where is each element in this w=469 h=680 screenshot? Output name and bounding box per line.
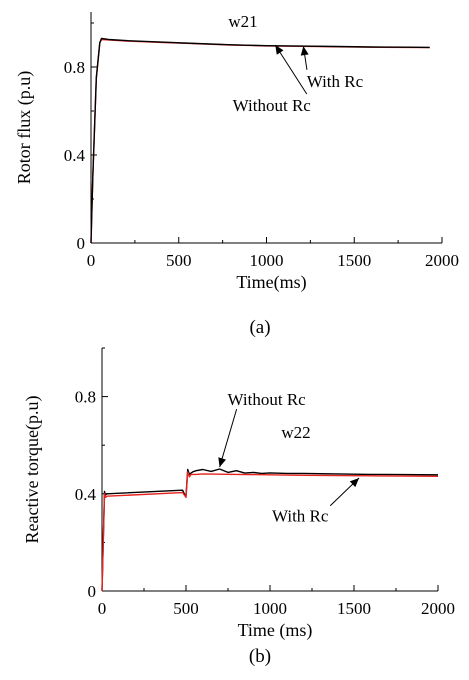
annotation-arrow-head — [275, 45, 284, 55]
y-tick-label: 0.4 — [64, 146, 86, 165]
x-axis-label: Time(ms) — [236, 272, 306, 293]
x-tick-label: 0 — [87, 251, 96, 270]
annotation-label: With Rc — [307, 72, 364, 91]
annotation-arrow-head — [300, 46, 309, 56]
annotation-label: With Rc — [272, 507, 329, 526]
x-tick-label: 500 — [173, 599, 199, 618]
panel-caption: (a) — [249, 317, 270, 338]
chart-panel-b: 0 0.4 0.8 0 500 1000 1500 2000 Time (ms) Reactive… — [22, 347, 455, 667]
y-tick-label: 0 — [77, 234, 86, 253]
annotation-arrow-head — [349, 478, 360, 488]
annotation-arrow-shaft — [219, 408, 238, 468]
x-tick-label: 1000 — [253, 599, 287, 618]
x-tick-label: 2000 — [425, 251, 459, 270]
chart-title: w22 — [281, 423, 310, 442]
x-tick-label: 0 — [98, 599, 107, 618]
x-tick-label: 1500 — [337, 599, 371, 618]
y-tick-label: 0 — [88, 582, 97, 601]
series-line-black — [101, 468, 439, 592]
x-tick-label: 1000 — [250, 251, 284, 270]
annotation-arrow-head — [218, 457, 226, 468]
y-axis-label: Reactive torque(p.u) — [22, 396, 43, 544]
y-tick-label: 0.8 — [64, 58, 85, 77]
series-line-red — [90, 38, 430, 244]
chart-title: w21 — [228, 12, 257, 31]
x-axis-label: Time (ms) — [238, 620, 313, 641]
x-tick-label: 500 — [166, 251, 192, 270]
annotation-label: Without Rc — [233, 96, 312, 115]
y-tick-label: 0.8 — [75, 388, 96, 407]
series-line-black — [90, 37, 430, 244]
annotation-label: Without Rc — [228, 390, 307, 409]
series-line-red — [101, 471, 439, 592]
x-tick-label: 1500 — [337, 251, 371, 270]
y-axis-label: Rotor flux (p.u) — [14, 71, 35, 184]
panel-caption: (b) — [249, 646, 271, 667]
x-tick-label: 2000 — [421, 599, 455, 618]
chart-panel-a: 0 0.4 0.8 0 500 1000 1500 2000 Time(ms) Rotor flu… — [14, 12, 459, 338]
annotation-arrow-shaft — [274, 44, 308, 95]
y-tick-label: 0.4 — [75, 485, 97, 504]
